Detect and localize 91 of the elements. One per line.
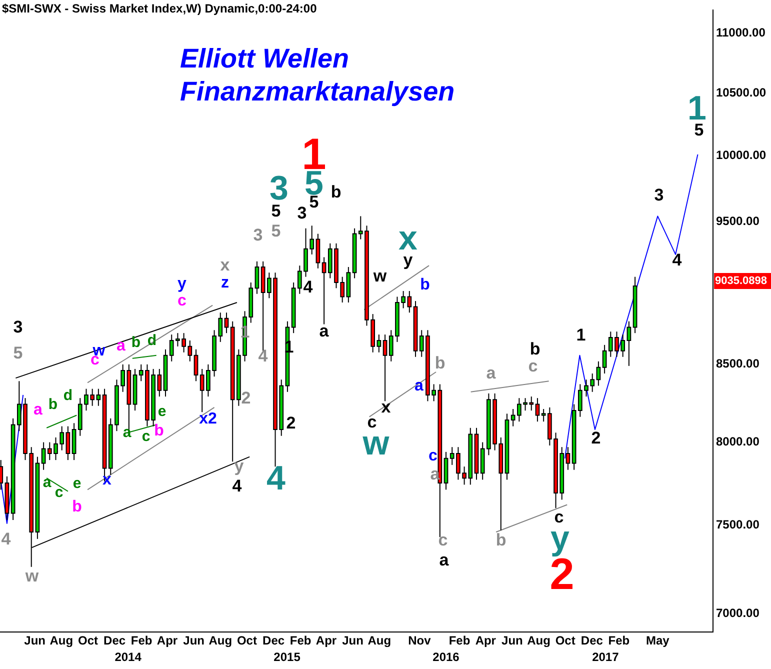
x-tick-label: Jun bbox=[183, 634, 204, 648]
text: Elliott Wellen Finanzmarktanalysen bbox=[180, 43, 455, 106]
annotation: 4 bbox=[1, 530, 12, 549]
x-tick-label: Nov bbox=[408, 634, 432, 648]
x-tick-label: Aug bbox=[527, 634, 550, 648]
annotation: a bbox=[414, 377, 424, 394]
annotation: a bbox=[319, 322, 330, 341]
annotation: x2 bbox=[199, 410, 217, 428]
annotation: 4 bbox=[303, 278, 314, 297]
x-tick-label: Dec bbox=[262, 634, 285, 648]
y-tick-label: 11000.00 bbox=[716, 26, 766, 40]
x-tick-label: Apr bbox=[475, 634, 496, 648]
annotation: b bbox=[72, 498, 82, 516]
annotation: a bbox=[42, 474, 52, 492]
annotation: a bbox=[439, 550, 450, 570]
annotation: 4 bbox=[266, 459, 286, 498]
x-tick-label: Dec bbox=[104, 634, 126, 648]
x-tick-label: Apr bbox=[316, 634, 337, 648]
annotation: 4 bbox=[232, 476, 242, 496]
annotation: y bbox=[178, 275, 187, 292]
x-tick-label: Feb bbox=[448, 634, 470, 648]
x-tick-label: Feb bbox=[130, 634, 152, 648]
annotation: w bbox=[24, 566, 40, 586]
annotation: b bbox=[496, 530, 506, 550]
x-tick-label: Jun bbox=[24, 634, 46, 648]
annotation: 3 bbox=[253, 226, 263, 245]
x2-tick-label: 2015 bbox=[274, 650, 301, 664]
x-tick-label: Feb bbox=[608, 634, 630, 648]
x-tick-label: Apr bbox=[156, 634, 178, 648]
annotation: 1 bbox=[576, 326, 586, 345]
x-tick-label: Dec bbox=[580, 634, 604, 648]
x-tick-label: Jun bbox=[342, 634, 364, 648]
x-tick-label: Aug bbox=[50, 634, 74, 648]
y-tick-label: 7000.00 bbox=[716, 606, 760, 620]
chart-title: $SMI-SWX - Swiss Market Index,W) Dynamic,0:00-24:00 bbox=[2, 1, 318, 16]
y-tick-label: 9500.00 bbox=[716, 214, 760, 228]
annotation: 4 bbox=[258, 346, 268, 366]
annotation: 3 bbox=[13, 318, 23, 337]
annotation: x bbox=[220, 256, 230, 275]
y-tick-label: 8500.00 bbox=[716, 356, 760, 371]
annotation: a bbox=[486, 364, 496, 383]
annotation: 1 bbox=[240, 322, 250, 342]
y-tick-label: 8000.00 bbox=[716, 434, 760, 449]
annotation: b bbox=[48, 396, 58, 414]
x-tick-label: Oct bbox=[78, 634, 98, 648]
annotation: b bbox=[420, 276, 430, 294]
annotation: c bbox=[54, 484, 64, 502]
annotation: 2 bbox=[286, 414, 296, 433]
annotation: 3 bbox=[297, 204, 307, 223]
annotation: z bbox=[221, 274, 229, 292]
annotation: a bbox=[116, 337, 126, 354]
annotation: 2 bbox=[591, 428, 601, 448]
annotation: c bbox=[528, 356, 538, 376]
x-tick-label: Jun bbox=[502, 634, 523, 648]
annotation: y bbox=[234, 456, 244, 476]
annotation: e bbox=[158, 403, 166, 420]
x2-tick-label: 2016 bbox=[432, 650, 460, 664]
x-tick-label: Feb bbox=[290, 634, 312, 648]
y-tick-label: 10000.00 bbox=[716, 148, 766, 162]
x-tick-label: May bbox=[646, 634, 670, 648]
text: 9035.0898 bbox=[715, 275, 767, 288]
x-tick-label: Aug bbox=[368, 634, 392, 648]
annotation: a bbox=[122, 424, 132, 442]
annotation: b bbox=[131, 334, 141, 352]
x-tick-label: Aug bbox=[208, 634, 232, 648]
annotation: 4 bbox=[672, 250, 682, 270]
annotation: c bbox=[142, 428, 150, 446]
annotation: c bbox=[178, 292, 187, 310]
annotation: a bbox=[34, 401, 43, 418]
annotation: 2 bbox=[241, 388, 251, 408]
annotation: d bbox=[63, 387, 73, 404]
y-tick-label: 10500.00 bbox=[716, 85, 766, 100]
x2-tick-label: 2017 bbox=[592, 650, 620, 664]
y-tick-label: 7500.00 bbox=[716, 517, 760, 532]
annotation: b bbox=[434, 354, 446, 373]
annotation: c bbox=[438, 530, 448, 550]
annotation: w bbox=[372, 266, 388, 286]
annotation: d bbox=[147, 332, 157, 350]
annotation: x bbox=[381, 398, 392, 417]
annotation: x bbox=[102, 471, 112, 488]
annotation: e bbox=[72, 475, 82, 492]
annotation: 3 bbox=[654, 186, 664, 205]
annotation: 5 bbox=[13, 344, 23, 363]
annotation: c bbox=[428, 447, 438, 464]
x-tick-label: Oct bbox=[555, 634, 576, 648]
annotation: b bbox=[530, 340, 540, 359]
x2-tick-label: 2014 bbox=[114, 650, 142, 664]
x-tick-label: Oct bbox=[236, 634, 257, 648]
annotation: b bbox=[330, 182, 342, 202]
annotation: b bbox=[154, 422, 164, 440]
annotation: 5 bbox=[271, 222, 281, 241]
